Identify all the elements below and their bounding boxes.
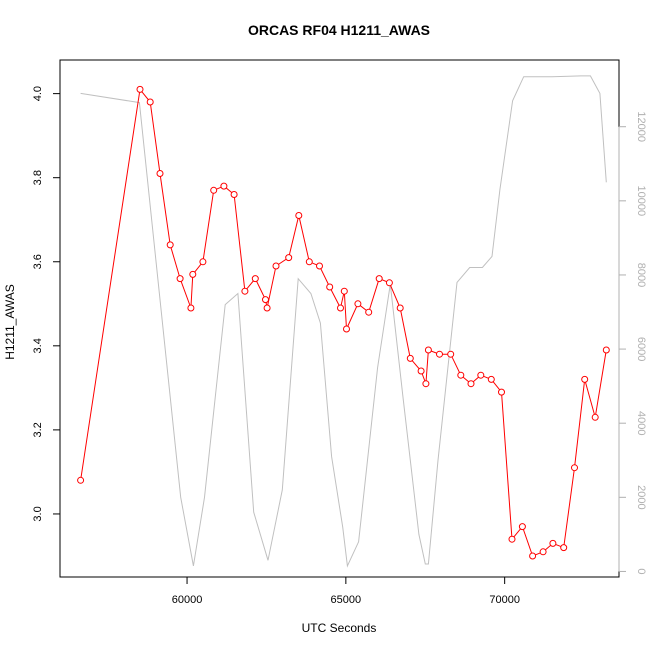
x-tick-label: 65000 (331, 594, 362, 606)
data-point (385, 279, 393, 287)
data-point (365, 308, 373, 316)
data-point (156, 170, 164, 177)
data-point (77, 476, 85, 484)
plot-frame (59, 59, 620, 578)
data-point (467, 380, 475, 388)
data-point (262, 296, 269, 304)
data-point (136, 85, 144, 93)
y-tick-label: 4.0 (32, 86, 44, 101)
y2-tick-label: 0 (635, 568, 647, 574)
data-point (263, 304, 271, 312)
data-point (189, 270, 197, 278)
data-point (591, 413, 599, 421)
data-point (487, 375, 495, 383)
data-point (539, 548, 547, 556)
data-point (340, 287, 348, 295)
y-axis-label: H1211_AWAS (3, 284, 17, 360)
data-point (508, 535, 516, 543)
data-point (230, 191, 238, 198)
data-point (326, 283, 334, 291)
y2-tick-label: 2000 (635, 485, 647, 509)
y2-tick-label: 6000 (635, 337, 647, 361)
secondary-series-line (80, 75, 607, 568)
data-point (477, 371, 485, 379)
right-y-axis: 0 2000 4000 6000 8000 10000 12000 (618, 111, 647, 575)
series-layer (77, 75, 610, 568)
data-point (210, 186, 218, 194)
y-tick-label: 3.6 (32, 254, 44, 269)
data-point (602, 346, 610, 354)
data-point (424, 346, 432, 354)
data-point (199, 258, 207, 266)
data-point (354, 300, 362, 308)
data-point (343, 325, 350, 333)
y2-tick-label: 8000 (635, 263, 647, 287)
data-point (285, 254, 293, 262)
data-point (422, 380, 430, 388)
y-axis: 3.0 3.2 3.4 3.6 3.8 4.0 (32, 86, 61, 522)
data-point (417, 367, 425, 375)
y2-tick-label: 4000 (635, 411, 647, 435)
data-point (176, 275, 184, 283)
x-tick-label: 70000 (489, 594, 520, 606)
x-axis-label: UTC Seconds (302, 621, 377, 635)
x-axis: 60000 65000 70000 (172, 576, 520, 606)
data-point (560, 544, 568, 552)
data-point (518, 523, 526, 531)
y-tick-label: 3.8 (32, 170, 44, 185)
x-tick-label: 60000 (172, 594, 203, 606)
y-tick-label: 3.4 (32, 338, 44, 353)
y-tick-label: 3.2 (32, 422, 44, 437)
data-point (529, 552, 537, 560)
data-point (396, 304, 404, 312)
data-point (337, 304, 344, 312)
y2-tick-label: 12000 (635, 111, 647, 142)
data-point (571, 464, 578, 472)
h1211-awas-series-line (80, 88, 607, 557)
data-point (581, 375, 589, 383)
data-point (498, 388, 505, 396)
data-point (447, 350, 455, 358)
chart-title: ORCAS RF04 H1211_AWAS (248, 22, 430, 38)
y-tick-label: 3.0 (32, 506, 44, 521)
data-point (251, 275, 259, 283)
data-point (375, 275, 383, 283)
data-point (187, 304, 195, 312)
data-point (457, 371, 465, 379)
data-point (295, 212, 303, 219)
data-point (166, 241, 174, 249)
data-point (549, 539, 557, 547)
data-point (241, 287, 249, 295)
data-point (316, 262, 323, 270)
data-point (305, 258, 313, 266)
data-point (146, 98, 154, 106)
data-point (406, 354, 414, 362)
data-point (220, 182, 228, 190)
data-point (272, 262, 280, 270)
y2-tick-label: 10000 (635, 186, 647, 217)
data-point (436, 350, 443, 358)
